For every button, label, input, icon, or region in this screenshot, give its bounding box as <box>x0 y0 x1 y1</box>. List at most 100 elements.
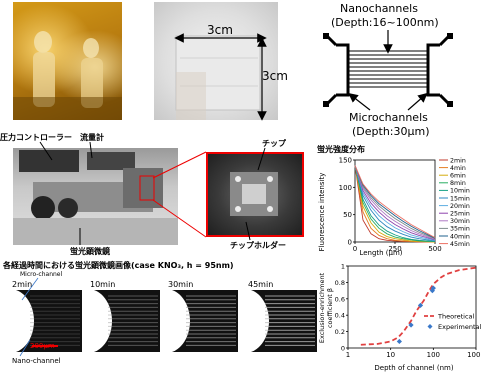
x-tick-label: 1 <box>346 351 350 359</box>
intensity-series-40min <box>354 165 436 239</box>
frame-label-4: 45min <box>248 280 274 289</box>
intensity-series-20min <box>354 165 436 241</box>
experimental-setup-photo <box>13 148 178 245</box>
beta-chart-ylabel-2: coefficient β <box>326 288 334 328</box>
nanochannels-depth: (Depth:16~100nm) <box>331 16 439 29</box>
setup-callouts <box>39 141 266 245</box>
chip-outline <box>175 35 261 120</box>
fluorescence-frame-45min <box>243 290 317 352</box>
legend-label-45min: 45min <box>450 241 470 248</box>
y-tick-label: 100 <box>339 184 352 192</box>
beta-plot-frame <box>347 265 477 349</box>
intensity-chart-legend: 2min4min6min8min10min15min20min25min30mi… <box>439 157 470 248</box>
pressure-controller-label: 圧力コントローラー <box>0 133 72 142</box>
cleanroom-figures <box>13 31 122 120</box>
fluorescence-intensity-chart: 蛍光強度分布 0 250 500 0 50 100 150 2min4min6min8min… <box>317 144 470 257</box>
microscope-label: 蛍光顕微鏡 <box>70 247 110 256</box>
theoretical-curve <box>360 266 477 346</box>
intensity-chart-title: 蛍光強度分布 <box>317 144 365 154</box>
cleanroom-photo <box>13 2 122 120</box>
frame-label-3: 30min <box>168 280 194 289</box>
beta-chart-ylabel-1: Exclusion-enrichment <box>318 272 326 343</box>
legend-experimental-label: Experimental <box>438 323 481 331</box>
chip-dimension-arrows <box>174 33 267 121</box>
legend-label-6min: 6min <box>450 173 466 180</box>
x-tick-label: 500 <box>428 245 441 253</box>
intensity-series-8min <box>354 165 435 242</box>
legend-label-30min: 30min <box>450 218 470 225</box>
inlet-right-top <box>447 33 453 39</box>
legend-label-20min: 20min <box>450 203 470 210</box>
chip-label: チップ <box>262 139 286 148</box>
micro-channel-label: Micro-channel <box>20 271 63 278</box>
x-tick-label: 10 <box>386 351 395 359</box>
y-tick-label: 1 <box>341 263 345 271</box>
legend-label-25min: 25min <box>450 211 470 218</box>
legend-label-10min: 10min <box>450 188 470 195</box>
fluorescence-frame-10min <box>86 290 160 352</box>
experimental-point <box>396 338 402 345</box>
nanochannel-lines <box>348 50 428 88</box>
flowmeter-label: 流量計 <box>80 133 104 142</box>
y-tick-label: 0.8 <box>335 279 345 287</box>
channel-schematic <box>323 30 453 111</box>
chip-height-label: 3cm <box>262 69 288 83</box>
inlet-left-bottom <box>323 101 329 107</box>
intensity-series-35min <box>354 165 436 240</box>
intensity-series-25min <box>354 165 436 241</box>
intensity-series-15min <box>354 165 436 242</box>
frame-45min-art <box>243 290 315 352</box>
y-tick-label: 0 <box>341 345 345 353</box>
experimental-point <box>429 288 435 294</box>
scale-bar-label: 200μm <box>30 342 55 350</box>
x-tick-label: 0 <box>353 245 357 253</box>
intensity-chart-ylabel: Fluorescence intensity <box>318 173 326 252</box>
y-tick-label: 0.6 <box>335 295 345 303</box>
chip-width-label: 3cm <box>207 23 233 37</box>
inlet-right-bottom <box>447 101 453 107</box>
intensity-series-45min <box>354 165 436 239</box>
intensity-chart-axes: 0 250 500 0 50 100 150 <box>339 157 442 254</box>
intensity-chart-xlabel: Length (μm) <box>359 249 402 257</box>
frame-10min-art <box>86 290 158 352</box>
legend-label-2min: 2min <box>450 157 466 164</box>
holder-detail <box>230 172 278 216</box>
setup-equipment <box>13 150 178 245</box>
fluorescence-frame-30min <box>164 290 238 352</box>
inlet-left-top <box>323 33 329 39</box>
intensity-chart-lines <box>354 165 436 243</box>
frame-label-1: 2min <box>12 280 33 289</box>
x-tick-label: 250 <box>388 245 401 253</box>
nano-channel-label: Nano-channel <box>12 357 61 365</box>
frame-label-2: 10min <box>90 280 116 289</box>
legend-label-4min: 4min <box>450 165 466 172</box>
legend-label-35min: 35min <box>450 226 470 233</box>
legend-label-40min: 40min <box>450 233 470 240</box>
y-tick-label: 0 <box>348 239 352 247</box>
chip-holder-photo <box>206 152 304 237</box>
x-tick-label: 100 <box>427 351 440 359</box>
beta-chart-series <box>360 266 477 346</box>
legend-experimental-swatch <box>427 324 433 329</box>
beta-chart-xlabel: Depth of channel (nm) <box>374 364 453 372</box>
legend-theoretical-label: Theoretical <box>437 313 475 321</box>
legend-label-8min: 8min <box>450 180 466 187</box>
microchannels-depth: (Depth:30μm) <box>352 125 430 138</box>
fluorescence-title: 各経過時間における蛍光顕微鏡画像(case KNO₃, h = 95nm) <box>3 261 234 270</box>
frame-30min-art <box>164 290 236 352</box>
y-tick-label: 50 <box>343 211 352 219</box>
legend-label-15min: 15min <box>450 195 470 202</box>
chip-holder-label: チップホルダー <box>230 241 286 250</box>
intensity-series-10min <box>354 165 436 242</box>
fluorescence-frame-2min <box>8 290 82 352</box>
frame-2min-art <box>8 290 80 352</box>
intensity-series-30min <box>354 165 436 240</box>
y-tick-label: 0.2 <box>335 328 345 336</box>
y-tick-label: 0.4 <box>335 312 345 320</box>
y-tick-label: 150 <box>339 157 352 165</box>
nanochannels-label: Nanochannels <box>340 2 418 15</box>
